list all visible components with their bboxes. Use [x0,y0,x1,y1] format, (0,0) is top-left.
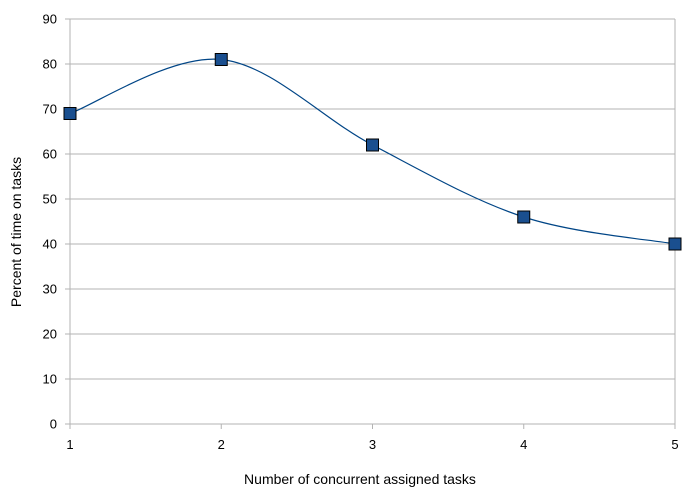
y-tick-label: 60 [43,147,57,162]
y-tick-label: 70 [43,102,57,117]
series-line [69,58,676,245]
data-point-marker [517,210,531,224]
data-series [69,58,676,245]
x-axis-title: Number of concurrent assigned tasks [244,471,476,487]
x-tick-label: 4 [520,437,527,452]
axes [65,18,676,429]
data-point-marker [668,237,682,251]
x-tick-label: 3 [369,437,376,452]
y-tick-label: 30 [43,282,57,297]
data-point-marker [366,138,379,152]
y-tick-label: 80 [43,57,57,72]
x-tick-label: 1 [66,437,73,452]
x-tick-label: 2 [218,437,225,452]
y-tick-label: 40 [43,237,57,252]
data-markers [63,53,682,251]
y-tick-label: 90 [43,12,57,27]
y-tick-label: 0 [50,417,57,432]
gridlines [70,18,675,425]
y-tick-label: 10 [43,372,57,387]
x-tick-label: 5 [671,437,678,452]
data-point-marker [214,53,228,66]
tick-labels: 0 10 20 30 40 50 60 70 80 90 1 2 3 4 5 [43,12,679,453]
y-axis-title: Percent of time on tasks [8,157,24,307]
y-tick-label: 20 [43,327,57,342]
data-point-marker [63,107,77,120]
y-tick-label: 50 [43,192,57,207]
